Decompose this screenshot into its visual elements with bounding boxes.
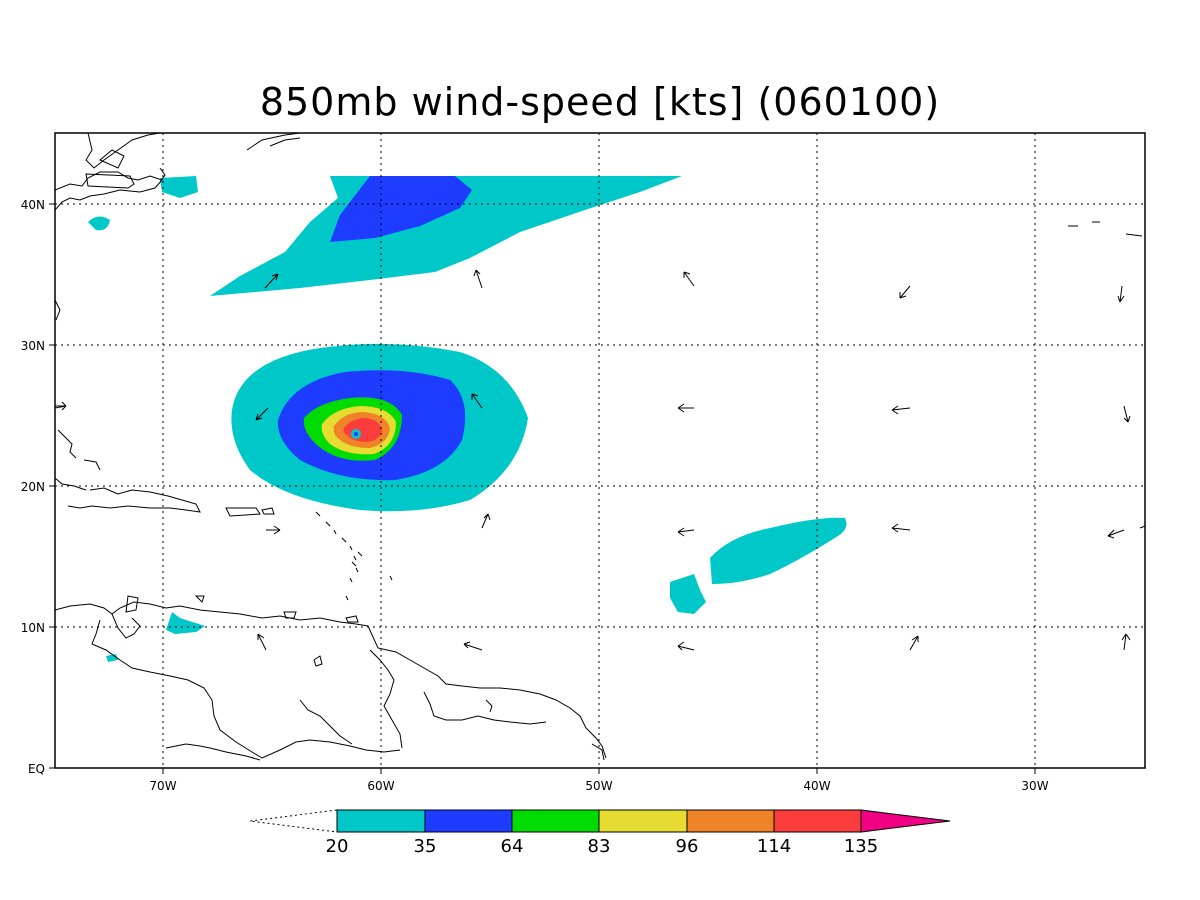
- colorbar-swatch-114: [773, 809, 862, 833]
- wind-vectors: [55, 269, 1131, 651]
- colorbar-label-20: 20: [326, 836, 349, 857]
- colorbar-label-83: 83: [588, 836, 611, 857]
- lon-label-50w: 50W: [585, 779, 612, 793]
- colorbar-label-64: 64: [501, 836, 524, 857]
- lat-label-10n: 10N: [21, 621, 45, 635]
- lon-label-40w: 40W: [803, 779, 830, 793]
- lon-label-70w: 70W: [149, 779, 176, 793]
- wind-speed-shading: [88, 176, 847, 662]
- small-20kt-patch-2: [88, 216, 110, 231]
- jet-20kt-area: [210, 176, 682, 296]
- colorbar-label-96: 96: [676, 836, 699, 857]
- grid-lines: [55, 133, 1145, 768]
- colorbar: 20 35 64 83 96 114 135: [249, 809, 951, 857]
- colorbar-label-135: 135: [844, 836, 878, 857]
- map-title: 850mb wind-speed [kts] (060100): [259, 80, 941, 124]
- small-20kt-patch: [160, 176, 198, 198]
- colorbar-label-35: 35: [414, 836, 437, 857]
- coastlines: [55, 133, 1145, 761]
- lat-label-20n: 20N: [21, 480, 45, 494]
- jet-35kt-area: [330, 176, 472, 242]
- lat-label-40n: 40N: [21, 198, 45, 212]
- lat-label-eq: EQ: [28, 762, 45, 776]
- colorbar-swatch-64: [511, 809, 600, 833]
- trade-wind-20kt-area-2: [670, 574, 706, 614]
- plot-frame: [54, 132, 1146, 769]
- colorbar-swatch-35: [424, 809, 513, 833]
- lat-label-30n: 30N: [21, 339, 45, 353]
- colorbar-label-114: 114: [757, 836, 791, 857]
- venezuela-20kt-area: [166, 612, 205, 634]
- lon-label-60w: 60W: [367, 779, 394, 793]
- colorbar-high-triangle: [860, 809, 951, 833]
- trade-wind-20kt-area: [710, 517, 847, 584]
- small-patch-sa: [106, 654, 118, 662]
- colorbar-swatch-96: [686, 809, 775, 833]
- colorbar-swatch-83: [598, 809, 688, 833]
- colorbar-low-triangle: [249, 809, 338, 833]
- colorbar-swatch-20: [336, 809, 426, 833]
- lon-label-30w: 30W: [1021, 779, 1048, 793]
